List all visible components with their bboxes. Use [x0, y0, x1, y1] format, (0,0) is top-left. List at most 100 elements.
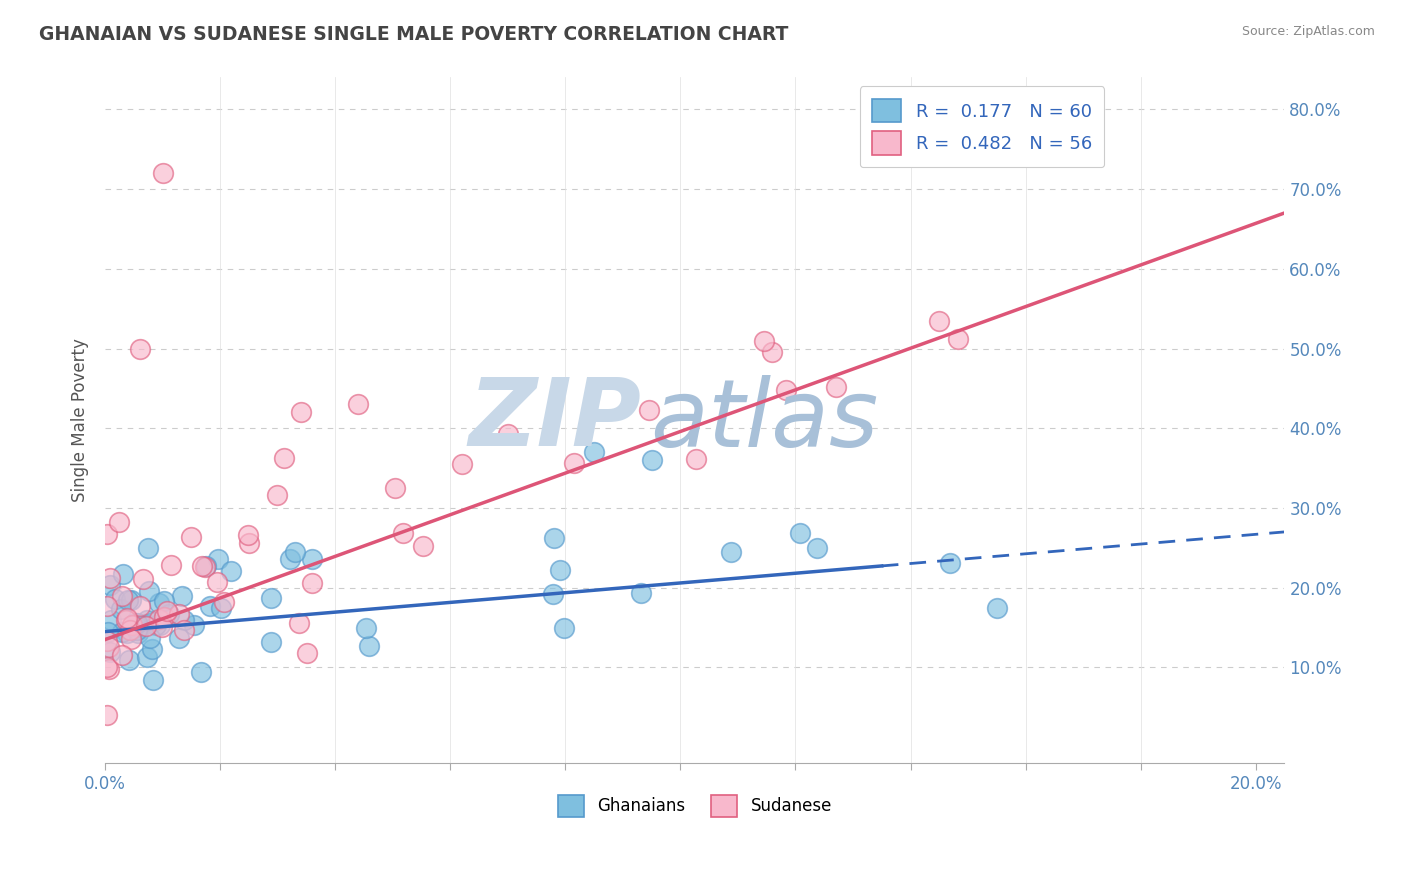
Point — [278, 552, 301, 566]
Point — [260, 635, 283, 649]
Point — [219, 564, 242, 578]
Point — [173, 613, 195, 627]
Point — [148, 611, 170, 625]
Point — [195, 558, 218, 573]
Text: GHANAIAN VS SUDANESE SINGLE MALE POVERTY CORRELATION CHART: GHANAIAN VS SUDANESE SINGLE MALE POVERTY… — [39, 25, 789, 44]
Point — [391, 525, 413, 540]
Point — [96, 527, 118, 541]
Point — [273, 451, 295, 466]
Text: ZIP: ZIP — [468, 375, 641, 467]
Point — [562, 456, 585, 470]
Point — [236, 528, 259, 542]
Point — [136, 541, 159, 555]
Point — [194, 560, 217, 574]
Point — [142, 615, 165, 630]
Point — [630, 586, 652, 600]
Point — [152, 166, 174, 180]
Point — [553, 621, 575, 635]
Point — [173, 624, 195, 638]
Point — [284, 545, 307, 559]
Point — [96, 599, 118, 613]
Point — [111, 624, 134, 639]
Point — [96, 634, 118, 648]
Point — [139, 632, 162, 646]
Point — [347, 397, 370, 411]
Point — [198, 599, 221, 614]
Point — [190, 665, 212, 679]
Point — [100, 613, 122, 627]
Point — [97, 625, 120, 640]
Point — [125, 624, 148, 638]
Point — [290, 405, 312, 419]
Point — [288, 616, 311, 631]
Point — [145, 618, 167, 632]
Point — [150, 620, 173, 634]
Point — [183, 618, 205, 632]
Point — [127, 620, 149, 634]
Point — [148, 596, 170, 610]
Point — [100, 578, 122, 592]
Point — [939, 556, 962, 570]
Point — [157, 607, 180, 622]
Point — [98, 644, 121, 658]
Point — [928, 313, 950, 327]
Point — [496, 426, 519, 441]
Point — [127, 625, 149, 640]
Point — [118, 624, 141, 638]
Point — [128, 342, 150, 356]
Point — [117, 593, 139, 607]
Point — [121, 617, 143, 632]
Text: atlas: atlas — [650, 375, 879, 466]
Point — [114, 613, 136, 627]
Point — [541, 587, 564, 601]
Point — [135, 613, 157, 627]
Point — [167, 632, 190, 646]
Point — [180, 530, 202, 544]
Y-axis label: Single Male Poverty: Single Male Poverty — [72, 338, 89, 502]
Point — [135, 619, 157, 633]
Point — [543, 531, 565, 545]
Point — [108, 515, 131, 529]
Point — [118, 652, 141, 666]
Point — [142, 673, 165, 687]
Legend: Ghanaians, Sudanese: Ghanaians, Sudanese — [551, 789, 839, 823]
Point — [266, 488, 288, 502]
Point — [190, 558, 212, 573]
Point — [205, 574, 228, 589]
Point — [986, 600, 1008, 615]
Point — [112, 567, 135, 582]
Point — [96, 708, 118, 723]
Point — [115, 626, 138, 640]
Point — [98, 571, 121, 585]
Text: Source: ZipAtlas.com: Source: ZipAtlas.com — [1241, 25, 1375, 38]
Point — [357, 639, 380, 653]
Point — [104, 592, 127, 607]
Point — [761, 345, 783, 359]
Point — [110, 602, 132, 616]
Point — [209, 601, 232, 615]
Point — [946, 332, 969, 346]
Point — [775, 383, 797, 397]
Point — [110, 648, 132, 662]
Point — [295, 646, 318, 660]
Point — [412, 539, 434, 553]
Point — [806, 541, 828, 555]
Point — [141, 641, 163, 656]
Point — [214, 595, 236, 609]
Point — [384, 481, 406, 495]
Point — [153, 610, 176, 624]
Point — [138, 584, 160, 599]
Point — [550, 563, 572, 577]
Point — [260, 591, 283, 606]
Point — [96, 660, 118, 674]
Point — [132, 572, 155, 586]
Point — [129, 599, 152, 613]
Point — [120, 632, 142, 647]
Point — [124, 616, 146, 631]
Point — [752, 334, 775, 348]
Point — [111, 589, 134, 603]
Point — [789, 526, 811, 541]
Point — [167, 607, 190, 621]
Point — [354, 621, 377, 635]
Point — [824, 380, 846, 394]
